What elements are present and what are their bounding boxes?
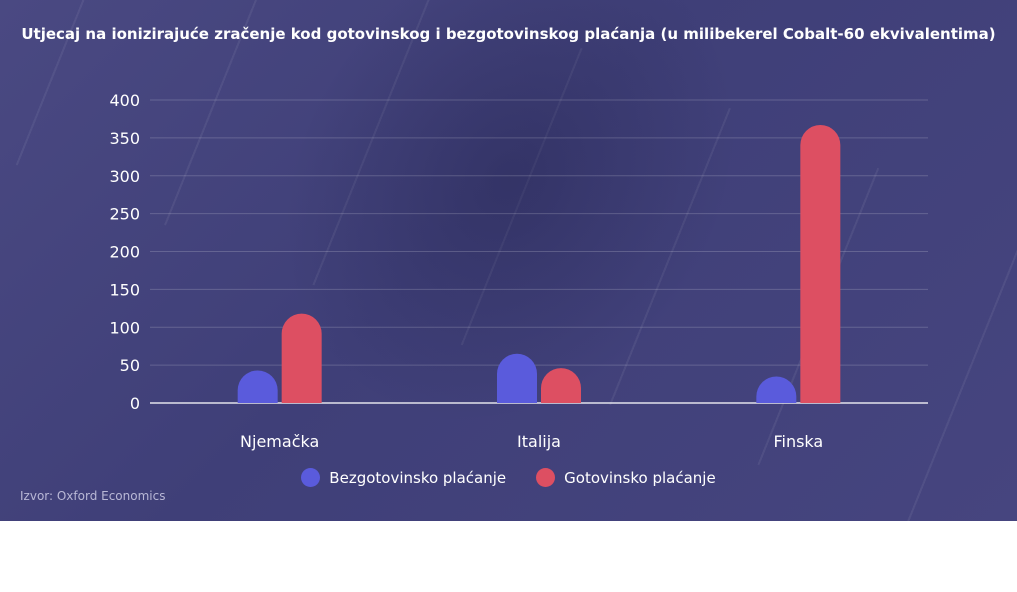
- legend-swatch-cash: [536, 468, 556, 487]
- bar-chart: 0 50 100 150 200 250 300 350 400 Njemačka Italija F…: [109, 91, 841, 451]
- background-image: [0, 0, 1017, 521]
- y-tick-label: 250: [109, 205, 140, 224]
- y-tick-label: 50: [120, 356, 140, 375]
- x-category-label: Finska: [773, 432, 823, 451]
- bar-cashless-1: [497, 353, 537, 403]
- legend-item-cash: Gotovinsko plaćanje: [536, 468, 716, 487]
- y-tick-label: 0: [130, 394, 140, 413]
- bar-cashless-2: [756, 376, 797, 403]
- bar-cash-2: [800, 124, 841, 403]
- x-category-label: Italija: [517, 432, 561, 451]
- bar-cash-1: [541, 368, 581, 403]
- source-note: Izvor: Oxford Economics: [20, 489, 166, 503]
- legend-label-cash: Gotovinsko plaćanje: [564, 468, 716, 487]
- y-tick-label: 200: [109, 243, 140, 262]
- bar-cashless-0: [237, 370, 278, 403]
- y-tick-label: 400: [109, 91, 140, 110]
- y-tick-label: 100: [109, 318, 140, 337]
- legend-swatch-cashless: [301, 468, 321, 487]
- legend: Bezgotovinsko plaćanje Gotovinsko plaćan…: [0, 468, 1017, 487]
- legend-label-cashless: Bezgotovinsko plaćanje: [329, 468, 507, 487]
- y-tick-label: 350: [109, 129, 140, 148]
- bar-cash-0: [281, 313, 322, 403]
- legend-item-cashless: Bezgotovinsko plaćanje: [301, 468, 506, 487]
- y-tick-label: 300: [109, 167, 140, 186]
- chart-title: Utjecaj na ionizirajuće zračenje kod got…: [21, 25, 996, 43]
- x-category-label: Njemačka: [240, 432, 319, 451]
- y-tick-label: 150: [109, 280, 140, 299]
